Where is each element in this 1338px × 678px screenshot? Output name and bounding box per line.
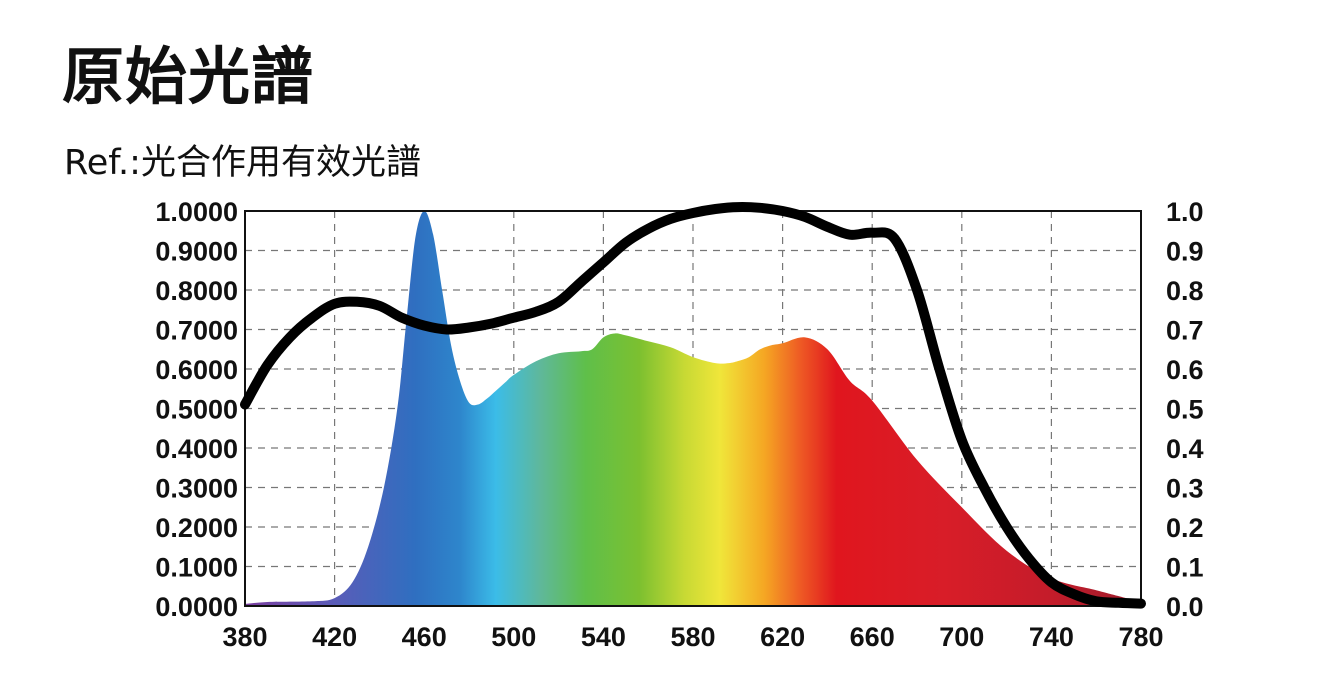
y-tick-label: 0.6000 — [155, 355, 238, 385]
par-reference-line — [240, 202, 1146, 609]
x-tick-label: 540 — [581, 622, 626, 652]
y-tick-label: 0.3000 — [155, 474, 238, 504]
y2-tick-label: 0.6 — [1166, 355, 1204, 385]
x-tick-label: 780 — [1118, 622, 1163, 652]
x-tick-label: 500 — [491, 622, 536, 652]
x-tick-label: 420 — [312, 622, 357, 652]
y-tick-label: 0.8000 — [155, 276, 238, 306]
x-tick-label: 660 — [850, 622, 895, 652]
spectrum-area — [245, 210, 1141, 606]
y2-tick-label: 0.7 — [1166, 316, 1204, 346]
y-tick-label: 0.0000 — [155, 592, 238, 622]
y-tick-label: 0.4000 — [155, 434, 238, 464]
y2-tick-label: 0.9 — [1166, 237, 1204, 267]
chart-title: 原始光譜 — [62, 40, 315, 113]
x-tick-label: 460 — [402, 622, 447, 652]
y2-tick-label: 0.5 — [1166, 395, 1204, 425]
x-axis-ticks: 380 420 460 500 540 580 620 660 700 740 780 — [222, 622, 1163, 652]
y-tick-label: 0.9000 — [155, 237, 238, 267]
y-tick-label: 0.2000 — [155, 513, 238, 543]
y2-tick-label: 0.2 — [1166, 513, 1204, 543]
x-tick-label: 740 — [1029, 622, 1074, 652]
x-tick-label: 580 — [670, 622, 715, 652]
chart-subtitle: Ref.:光合作用有效光譜 — [64, 143, 421, 183]
y2-tick-label: 0.3 — [1166, 474, 1204, 504]
y-tick-label: 1.0000 — [155, 197, 238, 227]
y2-tick-label: 0.0 — [1166, 592, 1204, 622]
y2-tick-label: 1.0 — [1166, 197, 1204, 227]
x-tick-label: 380 — [222, 622, 267, 652]
left-y-axis-ticks: 0.0000 0.1000 0.2000 0.3000 0.4000 0.5000 0.60… — [155, 197, 238, 622]
y-tick-label: 0.5000 — [155, 395, 238, 425]
y2-tick-label: 0.8 — [1166, 276, 1204, 306]
x-tick-label: 700 — [939, 622, 984, 652]
y-tick-label: 0.1000 — [155, 553, 238, 583]
y-tick-label: 0.7000 — [155, 316, 238, 346]
y2-tick-label: 0.1 — [1166, 553, 1204, 583]
y2-tick-label: 0.4 — [1166, 434, 1204, 464]
x-tick-label: 620 — [760, 622, 805, 652]
right-y-axis-ticks: 0.0 0.1 0.2 0.3 0.4 0.5 0.6 0.7 0.8 0.9 1.0 — [1166, 197, 1204, 622]
